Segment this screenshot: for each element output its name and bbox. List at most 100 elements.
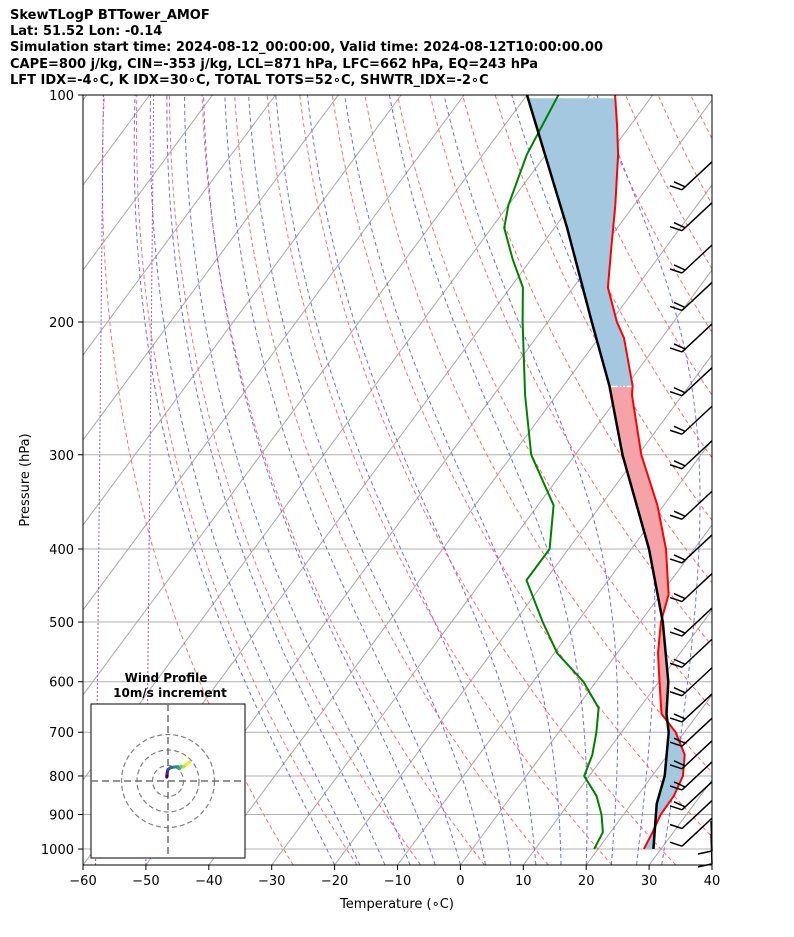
- barb-flag: [669, 305, 683, 312]
- wind-barb: [697, 833, 713, 868]
- barb-staff: [710, 820, 713, 852]
- barb-staff: [681, 202, 713, 232]
- isotherm: [83, 95, 528, 696]
- isotherm: [271, 269, 712, 865]
- isotherm: [83, 95, 276, 356]
- barb-flag: [669, 347, 683, 353]
- y-tick-label: 200: [49, 316, 74, 331]
- barb-flag: [669, 390, 683, 397]
- dry-adiabat: [723, 95, 794, 865]
- barb-staff: [681, 281, 713, 312]
- wind-barb: [669, 667, 713, 697]
- barb-staff: [681, 440, 713, 470]
- x-tick-label: 30: [641, 874, 658, 889]
- wind-barb: [669, 740, 713, 770]
- barb-flag: [669, 841, 683, 847]
- moist-adiabat: [203, 95, 436, 865]
- moist-adiabat: [388, 95, 588, 865]
- wind-barbs: [669, 161, 713, 868]
- y-tick-label: 300: [49, 449, 74, 464]
- barb-flag: [669, 429, 683, 435]
- y-axis-label: Pressure (hPa): [18, 433, 33, 526]
- barb-staff: [681, 740, 713, 770]
- chart-title: SkewTLogP BTTower_AMOF: [10, 8, 210, 23]
- isotherm: [208, 184, 712, 865]
- hodograph-segment: [186, 760, 192, 765]
- barb-flag: [673, 425, 686, 432]
- barb-flag: [669, 805, 683, 811]
- barb-staff: [681, 693, 713, 723]
- barb-flag: [669, 631, 683, 637]
- x-tick-label: −50: [132, 874, 159, 889]
- barb-staff: [681, 781, 713, 811]
- moist-adiabat: [248, 95, 487, 865]
- y-tick-label: 400: [49, 543, 74, 558]
- wind-barb: [669, 490, 713, 520]
- wind-barb: [669, 717, 713, 747]
- chart-header: SkewTLogP BTTower_AMOF Lat: 51.52 Lon: -…: [10, 8, 603, 89]
- barb-flag: [673, 264, 686, 271]
- dry-adiabat: [299, 95, 677, 865]
- dry-adiabat: [397, 95, 712, 710]
- barb-flag: [669, 225, 683, 232]
- barb-flag: [669, 741, 683, 747]
- isotherm: [83, 95, 213, 271]
- wind-barb: [669, 799, 713, 830]
- x-tick-label: 40: [704, 874, 721, 889]
- moist-adiabat: [275, 95, 512, 865]
- barb-flag: [673, 627, 686, 634]
- background-lines: [83, 95, 794, 865]
- barb-flag: [673, 460, 686, 467]
- dry-adiabat: [266, 95, 613, 865]
- barb-flag: [673, 301, 686, 309]
- barb-flag: [673, 181, 686, 188]
- hodograph-inset: Wind Profile 10m/s increment: [90, 671, 246, 859]
- wind-barb: [669, 405, 713, 435]
- moist-adiabat: [224, 95, 461, 865]
- profile-lines: [503, 95, 686, 850]
- wind-barb: [669, 781, 713, 811]
- barb-flag: [669, 464, 683, 470]
- barb-flag: [673, 387, 686, 394]
- barb-flag: [669, 514, 683, 520]
- barb-staff: [681, 572, 713, 603]
- isotherm: [459, 524, 712, 865]
- barb-flag: [673, 801, 686, 808]
- parcel-line: [525, 95, 670, 850]
- y-tick-label: 500: [49, 616, 74, 631]
- y-tick-label: 600: [49, 676, 74, 691]
- barb-flag: [669, 268, 683, 274]
- dry-adiabat: [690, 95, 712, 140]
- barb-staff: [681, 161, 713, 191]
- barb-flag: [673, 554, 686, 561]
- barb-flag: [669, 823, 683, 830]
- dry-adiabat: [135, 95, 358, 865]
- barb-staff: [681, 761, 713, 791]
- barb-staff: [681, 817, 713, 847]
- wind-barb: [669, 161, 713, 191]
- barb-flag: [697, 863, 713, 868]
- dry-adiabat: [234, 95, 549, 865]
- wind-barb: [669, 638, 713, 668]
- wind-barb: [669, 534, 713, 564]
- cape-area: [609, 387, 669, 714]
- x-tick-label: 0: [456, 874, 464, 889]
- moist-adiabat: [166, 95, 386, 865]
- wind-barb: [669, 440, 713, 470]
- barb-staff: [681, 244, 713, 274]
- moist-adiabat: [133, 95, 336, 865]
- barb-staff: [681, 323, 713, 353]
- barb-flag: [673, 592, 686, 600]
- hodograph-subtitle: 10m/s increment: [113, 686, 227, 700]
- barb-staff: [681, 367, 713, 397]
- axis-ticks: −60 −50 −40 −30 −20 −10 0 10 20 30 40 100 200 300 400 5…: [41, 89, 720, 889]
- y-tick-label: 1000: [41, 843, 74, 858]
- wind-barb: [669, 323, 713, 353]
- moist-adiabat: [306, 95, 537, 865]
- hodograph-title: Wind Profile: [125, 671, 208, 685]
- barb-flag: [673, 760, 686, 767]
- barb-flag: [669, 185, 683, 191]
- barb-flag: [673, 713, 686, 720]
- barb-flag: [669, 558, 683, 564]
- isotherm: [522, 609, 712, 865]
